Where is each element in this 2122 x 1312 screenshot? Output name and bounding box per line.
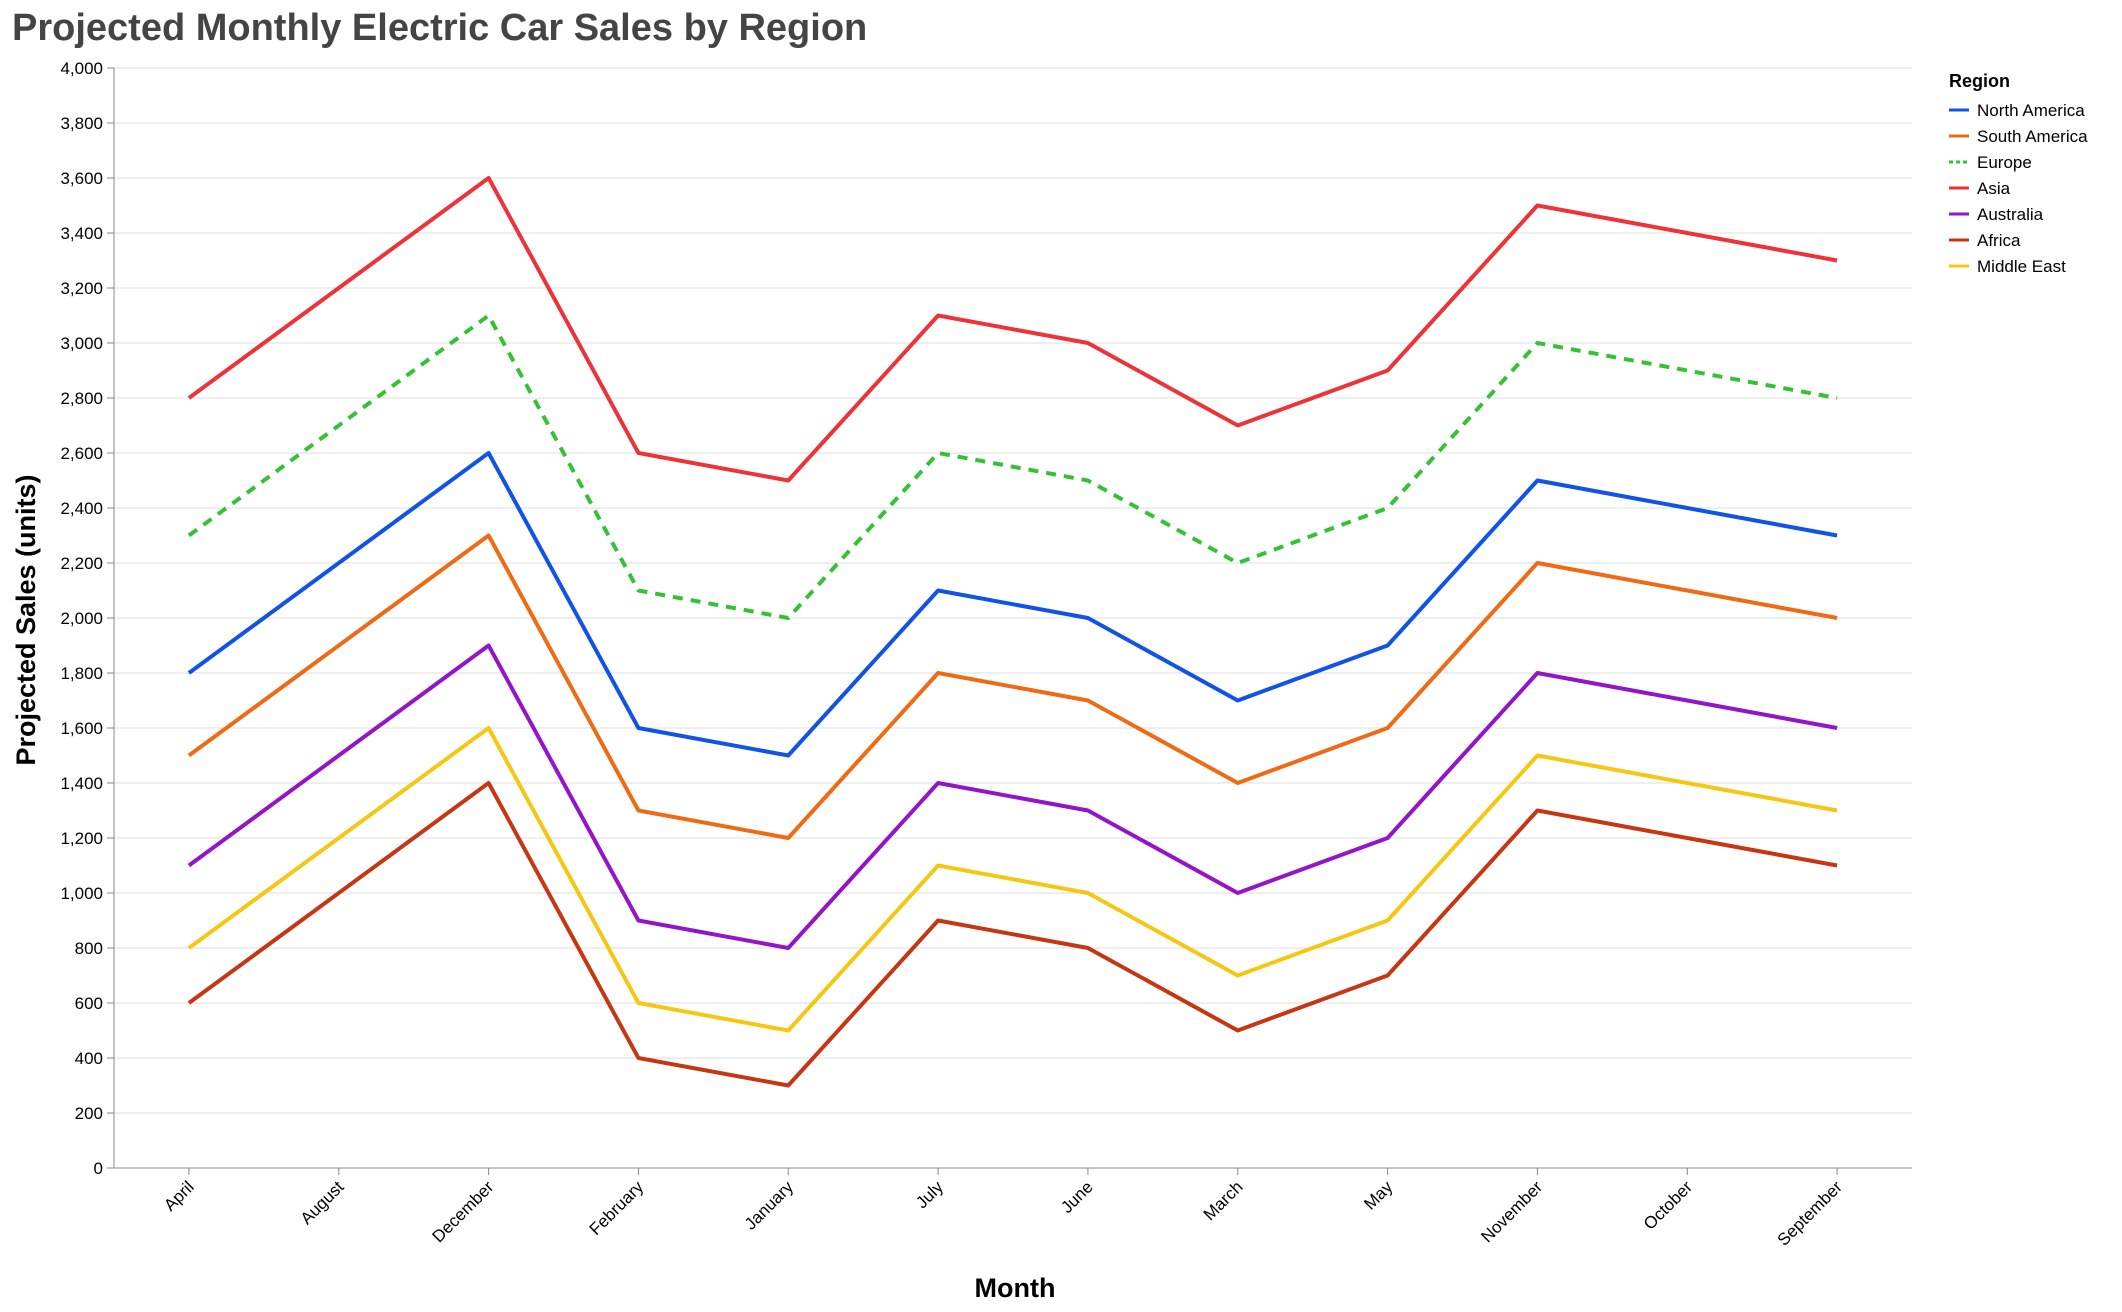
legend-label: North America — [1977, 101, 2085, 120]
series-line-australia — [187, 643, 1838, 950]
series-lines — [187, 176, 1838, 1088]
y-tick-label: 2,600 — [60, 444, 103, 463]
y-tick-label: 3,000 — [60, 334, 103, 353]
y-tick-label: 1,600 — [60, 719, 103, 738]
x-tick-label: May — [1360, 1177, 1396, 1213]
legend-label: Middle East — [1977, 257, 2066, 276]
legend-label: Europe — [1977, 153, 2032, 172]
y-tick-label: 3,600 — [60, 169, 103, 188]
y-tick-label: 1,200 — [60, 829, 103, 848]
y-axis-title: Projected Sales (units) — [11, 474, 41, 765]
x-tick-label: July — [912, 1177, 947, 1212]
chart-title: Projected Monthly Electric Car Sales by … — [12, 7, 867, 49]
x-tick-label: September — [1774, 1177, 1846, 1249]
legend-label: Australia — [1977, 205, 2044, 224]
y-tick-label: 3,800 — [60, 114, 103, 133]
y-tick-label: 0 — [94, 1159, 103, 1178]
x-tick-label: April — [160, 1177, 197, 1214]
x-tick-label: June — [1057, 1177, 1097, 1217]
series-line-africa — [187, 781, 1838, 1088]
y-tick-label: 200 — [75, 1104, 103, 1123]
x-axis-title: Month — [975, 1273, 1056, 1303]
series-line-asia — [187, 176, 1838, 483]
x-tick-label: August — [297, 1177, 348, 1228]
y-tick-label: 2,000 — [60, 609, 103, 628]
x-tick-label: February — [586, 1177, 648, 1239]
y-tick-label: 3,200 — [60, 279, 103, 298]
y-tick-label: 1,800 — [60, 664, 103, 683]
axes: 0 200 400 600 800 1,000 1,200 1,400 1,600 1,800 2,… — [60, 59, 1912, 1250]
x-tick-label: November — [1477, 1177, 1546, 1246]
series-line-north-america — [187, 451, 1838, 758]
legend-label: Africa — [1977, 231, 2021, 250]
legend-label: Asia — [1977, 179, 2011, 198]
y-tick-label: 1,400 — [60, 774, 103, 793]
y-tick-label: 3,400 — [60, 224, 103, 243]
y-tick-label: 800 — [75, 939, 103, 958]
legend: Region North America South America Europe A… — [1949, 71, 2088, 276]
gridlines — [114, 67, 1912, 1169]
x-tick-label: March — [1200, 1177, 1247, 1224]
y-tick-label: 4,000 — [60, 59, 103, 78]
y-tick-label: 2,400 — [60, 499, 103, 518]
series-line-middle-east — [187, 726, 1838, 1033]
y-tick-label: 1,000 — [60, 884, 103, 903]
y-tick-label: 600 — [75, 994, 103, 1013]
series-line-south-america — [187, 533, 1838, 840]
y-tick-label: 2,800 — [60, 389, 103, 408]
legend-label: South America — [1977, 127, 2088, 146]
y-tick-label: 2,200 — [60, 554, 103, 573]
y-tick-label: 400 — [75, 1049, 103, 1068]
x-tick-label: December — [429, 1177, 498, 1246]
series-line-europe — [187, 313, 1838, 620]
x-tick-label: January — [741, 1177, 798, 1234]
x-tick-label: October — [1640, 1177, 1696, 1233]
legend-title: Region — [1949, 71, 2010, 91]
